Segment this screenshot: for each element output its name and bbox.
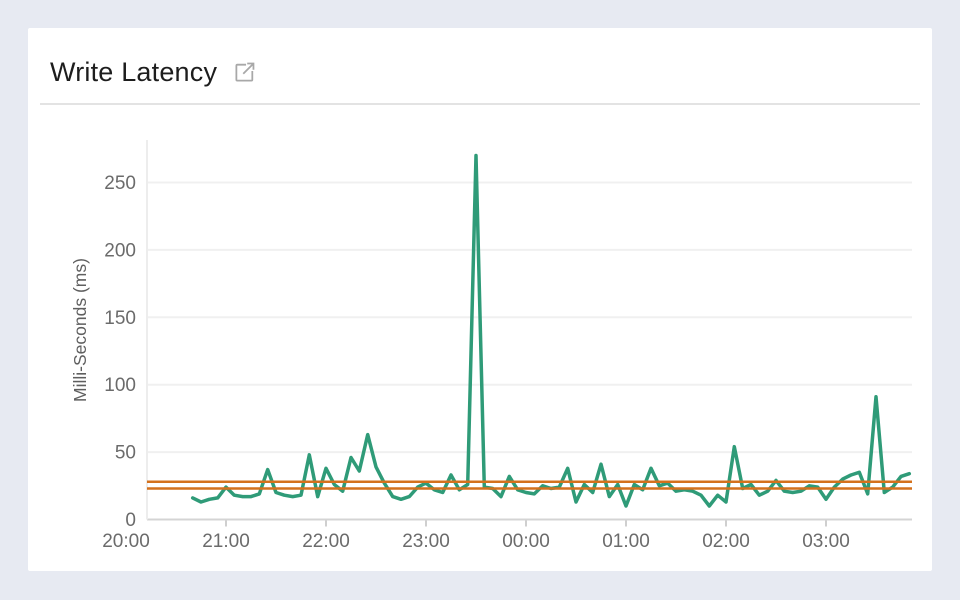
x-tick-label: 03:00 xyxy=(802,531,850,552)
x-tick-label: 23:00 xyxy=(402,531,450,552)
chart-title: Write Latency xyxy=(50,57,218,87)
y-axis-title: Milli-Seconds (ms) xyxy=(70,258,90,402)
x-tick-label: 21:00 xyxy=(202,531,250,552)
chart-card: Write Latency 0 50 100 150 200 250 20:00 21:00 2… xyxy=(28,28,932,571)
x-tick-label: 02:00 xyxy=(702,531,750,552)
external-link-icon[interactable] xyxy=(232,60,257,85)
x-tick-label: 00:00 xyxy=(502,531,550,552)
y-tick-label: 0 xyxy=(125,510,136,531)
y-tick-label: 150 xyxy=(104,308,136,329)
latency-chart: 0 50 100 150 200 250 20:00 21:00 22:00 23:00 00:00… xyxy=(70,140,912,552)
x-tick-label: 01:00 xyxy=(602,531,650,552)
header-divider xyxy=(40,103,920,105)
latency-line xyxy=(190,153,912,508)
y-tick-label: 200 xyxy=(104,240,136,261)
x-tick-label: 20:00 xyxy=(102,531,150,552)
y-tick-label: 250 xyxy=(104,173,136,194)
y-tick-label: 100 xyxy=(104,375,136,396)
card-header: Write Latency xyxy=(50,55,257,89)
x-tick-label: 22:00 xyxy=(302,531,350,552)
y-tick-label: 50 xyxy=(115,443,136,464)
